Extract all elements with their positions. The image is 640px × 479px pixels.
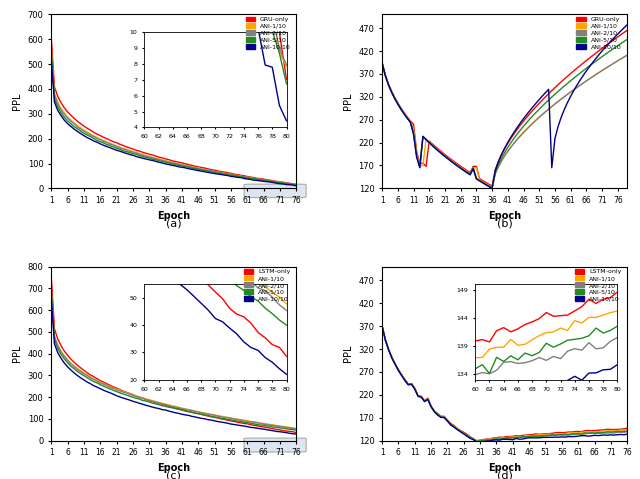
Legend: GRU-only, ANI-1/10, ANI-2/10, ANI-5/10, ANI-10/10: GRU-only, ANI-1/10, ANI-2/10, ANI-5/10, … — [243, 14, 293, 52]
Legend: LSTM-only, ANI-1/10, ANI-2/10, ANI-5/10, ANI-10/10: LSTM-only, ANI-1/10, ANI-2/10, ANI-5/10,… — [241, 266, 293, 304]
X-axis label: Epoch: Epoch — [488, 211, 521, 220]
Text: (d): (d) — [497, 471, 513, 479]
Y-axis label: PPL: PPL — [343, 92, 353, 110]
FancyBboxPatch shape — [244, 184, 306, 197]
Text: (a): (a) — [166, 218, 182, 228]
X-axis label: Epoch: Epoch — [157, 463, 190, 473]
Text: (b): (b) — [497, 218, 513, 228]
X-axis label: Epoch: Epoch — [488, 463, 521, 473]
Y-axis label: PPL: PPL — [12, 92, 22, 110]
Y-axis label: PPL: PPL — [12, 345, 22, 363]
FancyBboxPatch shape — [244, 438, 306, 452]
Text: (c): (c) — [166, 471, 181, 479]
X-axis label: Epoch: Epoch — [157, 211, 190, 220]
Y-axis label: PPL: PPL — [343, 345, 353, 363]
Legend: GRU-only, ANI-1/10, ANI-2/10, ANI-5/10, ANI-10/10: GRU-only, ANI-1/10, ANI-2/10, ANI-5/10, … — [574, 14, 624, 52]
Legend: LSTM-only, ANI-1/10, ANI-2/10, ANI-5/10, ANI-10/10: LSTM-only, ANI-1/10, ANI-2/10, ANI-5/10,… — [572, 266, 624, 304]
